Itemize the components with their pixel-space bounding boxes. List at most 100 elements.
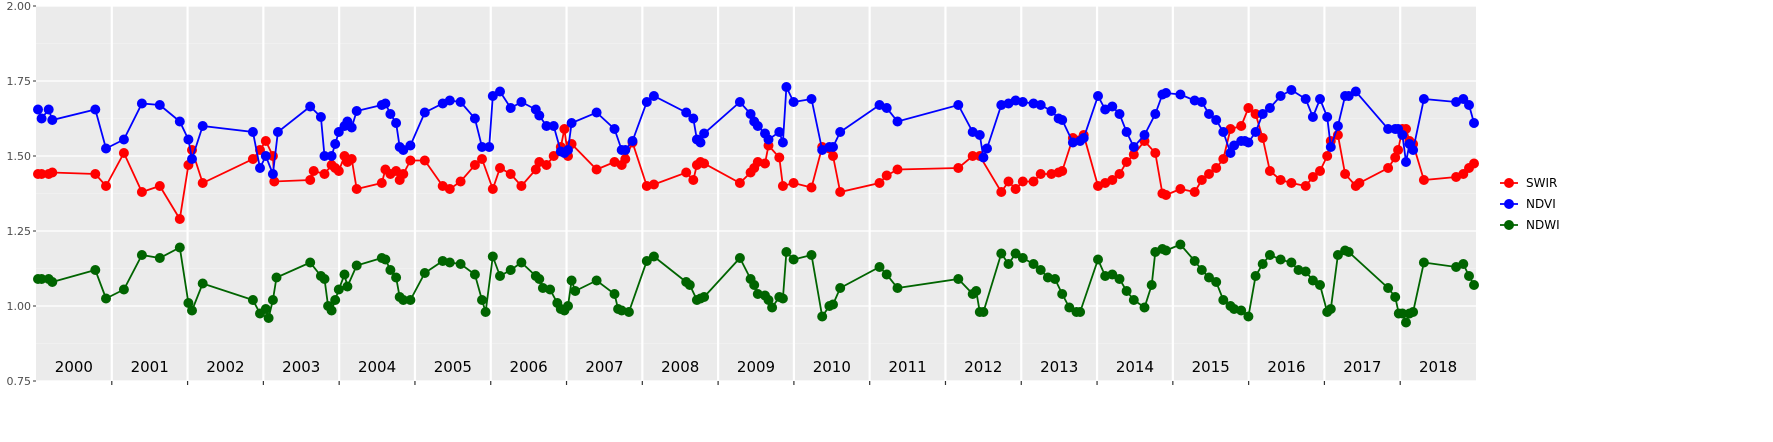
data-point (269, 176, 280, 187)
data-point (1035, 169, 1046, 179)
data-point (781, 247, 792, 257)
year-label: 2014 (1116, 358, 1154, 376)
data-point (1300, 181, 1311, 191)
data-point (1218, 295, 1229, 305)
data-point (541, 160, 552, 170)
data-point (1350, 86, 1361, 97)
data-point (641, 256, 652, 266)
y-tick-label: 1.00 (7, 300, 32, 313)
data-point (315, 112, 326, 122)
data-point (699, 292, 710, 302)
data-point (1325, 304, 1336, 314)
series-ndvi (33, 82, 1479, 179)
data-point (559, 124, 570, 134)
data-point (609, 124, 620, 134)
data-point (305, 175, 316, 185)
data-point (1393, 145, 1404, 155)
data-point (1078, 133, 1089, 143)
data-point (319, 151, 330, 161)
data-point (781, 82, 792, 92)
data-point (1139, 130, 1150, 140)
data-point (1017, 253, 1028, 263)
data-point (90, 265, 101, 275)
data-point (308, 166, 319, 176)
data-point (1211, 115, 1222, 125)
data-point (774, 152, 785, 163)
data-point (1401, 317, 1411, 328)
data-point (1225, 148, 1236, 158)
data-point (648, 91, 659, 101)
data-point (495, 271, 505, 281)
data-point (1003, 259, 1014, 269)
data-point (1264, 250, 1275, 260)
data-point (1196, 175, 1207, 185)
data-point (342, 281, 353, 292)
data-point (1286, 257, 1297, 268)
data-point (874, 178, 885, 188)
data-point (534, 274, 545, 284)
data-point (101, 143, 111, 154)
year-label: 2008 (661, 358, 699, 376)
data-point (174, 242, 185, 253)
data-point (477, 154, 487, 164)
data-point (1307, 112, 1318, 122)
year-label: 2018 (1419, 358, 1457, 376)
data-point (591, 164, 602, 175)
data-point (398, 145, 409, 155)
data-point (1204, 109, 1214, 119)
data-point (1010, 184, 1021, 194)
data-point (1343, 91, 1354, 101)
data-point (892, 164, 903, 175)
data-point (346, 122, 357, 133)
data-point (1257, 133, 1268, 143)
data-point (1322, 151, 1333, 161)
data-point (566, 118, 577, 128)
data-point (1064, 302, 1075, 313)
data-point (90, 104, 101, 115)
data-point (330, 295, 341, 305)
y-tick-label: 1.25 (7, 225, 32, 238)
data-point (777, 181, 788, 191)
data-point (982, 143, 992, 154)
data-point (806, 182, 817, 193)
data-point (1408, 307, 1419, 317)
y-tick-label: 1.50 (7, 150, 32, 163)
data-point (749, 280, 760, 290)
data-point (1028, 176, 1039, 187)
data-point (1218, 154, 1229, 164)
data-point (1469, 280, 1479, 290)
data-point (541, 121, 552, 131)
data-point (774, 127, 785, 137)
data-point (591, 107, 602, 118)
data-point (648, 179, 659, 190)
data-point (444, 184, 455, 194)
data-point (495, 86, 505, 97)
data-point (419, 155, 430, 166)
data-point (627, 136, 638, 146)
data-point (1286, 178, 1297, 188)
data-point (1401, 157, 1411, 167)
plot-panel (36, 5, 1476, 382)
data-point (760, 158, 770, 169)
data-point (1275, 175, 1286, 185)
data-point (444, 257, 455, 268)
data-point (681, 107, 692, 118)
year-label: 2005 (434, 358, 472, 376)
legend-label: SWIR (1526, 176, 1557, 190)
data-point (548, 121, 559, 131)
data-point (967, 151, 978, 161)
data-point (1121, 127, 1132, 137)
data-point (881, 103, 892, 113)
year-label: 2006 (510, 358, 548, 376)
data-point (1161, 245, 1171, 256)
data-point (806, 94, 817, 104)
year-label: 2002 (206, 358, 244, 376)
data-point (187, 154, 197, 164)
data-point (688, 175, 699, 185)
data-point (1383, 163, 1394, 173)
data-point (36, 169, 47, 179)
data-point (892, 283, 903, 293)
data-point (828, 299, 838, 310)
legend: SWIR NDVI NDWI (1500, 176, 1560, 232)
data-point (1257, 259, 1268, 269)
